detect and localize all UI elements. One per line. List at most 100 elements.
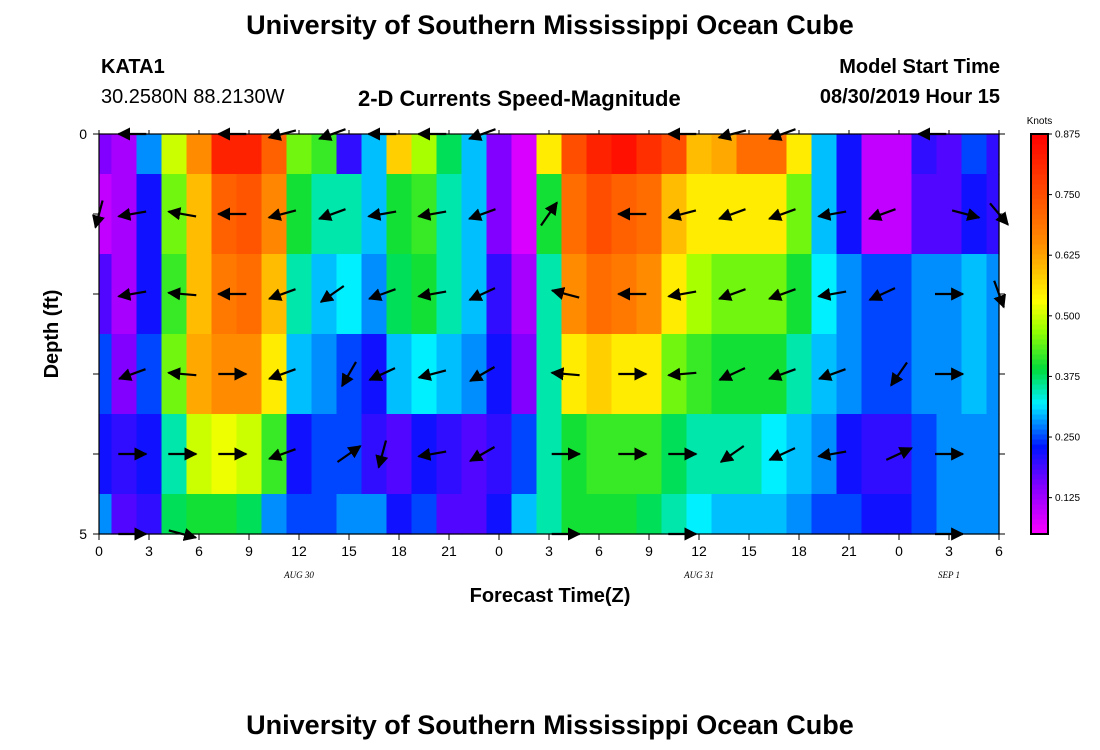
colorbar-segment [1031,484,1048,490]
page-title-top: University of Southern Mississippi Ocean… [246,10,854,40]
current-vector [667,367,697,381]
current-vector [267,208,297,221]
current-vector [667,287,697,301]
heatmap-cell [336,494,363,535]
colorbar-segment [1031,174,1048,180]
colorbar-segment [1031,369,1048,375]
colorbar-segment [1031,379,1048,385]
heatmap-cell [736,334,763,415]
heatmap-cell [511,134,538,175]
current-vector [817,207,847,221]
colorbar-segment [1031,359,1048,365]
colorbar-segment [1031,304,1048,310]
x-tick-label: 12 [691,543,707,559]
model-start-value: 08/30/2019 Hour 15 [819,86,1000,108]
heatmap-cell [436,254,463,335]
colorbar-segment [1031,284,1048,290]
heatmap-cell [286,414,313,495]
heatmap-cell [861,494,888,535]
colorbar-segment [1031,509,1048,515]
heatmap-cell [786,414,813,495]
heatmap-cell [686,494,713,535]
heatmap-cell [386,254,413,335]
colorbar-segment [1031,449,1048,455]
colorbar-segment [1031,334,1048,340]
colorbar-segment [1031,339,1048,345]
colorbar-segment [1031,469,1048,475]
heatmap-cell [336,174,363,255]
heatmap-cell [461,494,488,535]
station-location: 30.2580N 88.2130W [101,86,285,108]
current-vector [550,367,580,381]
heatmap-cell [736,494,763,535]
colorbar-tick-label: 0.500 [1055,311,1080,322]
colorbar-segment [1031,199,1048,205]
heatmap-cell [99,334,113,415]
colorbar-segment [1031,519,1048,525]
colorbar-segment [1031,504,1048,510]
heatmap-cell [511,494,538,535]
heatmap-cell [261,494,288,535]
heatmap-cell [736,414,763,495]
colorbar-segment [1031,399,1048,405]
colorbar-segment [1031,249,1048,255]
current-vector [117,207,147,221]
heatmap-cell [736,134,763,175]
colorbar-segment [1031,194,1048,200]
heatmap-cell [236,134,263,175]
x-tick-label: 0 [495,543,503,559]
current-vector [417,207,447,221]
heatmap-cell [436,494,463,535]
heatmap-cell [936,174,963,255]
heatmap-cell [986,494,1000,535]
heatmap-cell [161,494,188,535]
heatmap-cell [836,174,863,255]
colorbar-segment [1031,404,1048,410]
heatmap-cell [486,134,513,175]
heatmap-cell [611,494,638,535]
heatmap-cell [286,174,313,255]
heatmap-cell [161,134,188,175]
colorbar-tick-label: 0.625 [1055,251,1080,262]
heatmap-cell [936,134,963,175]
heatmap-cell [786,494,813,535]
heatmap-cell [811,134,838,175]
current-vector [469,366,496,382]
heatmap-cell [986,334,1000,415]
current-vector [117,287,147,301]
heatmap-cell [436,414,463,495]
heatmap-cell [286,134,313,175]
heatmap-cell [511,414,538,495]
heatmap-cell [511,334,538,415]
colorbar-segment [1031,314,1048,320]
colorbar-segment [1031,179,1048,185]
heatmap-cell [511,174,538,255]
current-vector [167,207,197,221]
heatmap-cell [686,254,713,335]
heatmap-cell [261,134,288,175]
heatmap-cell [811,494,838,535]
heatmap-cell [311,414,338,495]
heatmap-cell [911,174,938,255]
heatmap-cell [586,134,613,175]
heatmap-cell [136,494,163,535]
current-vector [417,287,447,301]
heatmap-cell [786,174,813,255]
heatmap-cell [99,174,113,255]
heatmap-cell [636,494,663,535]
heatmap-cell [736,254,763,335]
x-tick-label: 6 [595,543,603,559]
colorbar-segment [1031,254,1048,260]
y-tick-label: 5 [79,526,87,542]
x-tick-label: 15 [341,543,357,559]
heatmap-cell [586,334,613,415]
x-tick-label: 6 [995,543,1003,559]
heatmap-cell [886,254,913,335]
colorbar-segment [1031,354,1048,360]
heatmap-cell [886,134,913,175]
heatmap-cell [711,494,738,535]
colorbar-segment [1031,299,1048,305]
current-vector [417,447,447,461]
heatmap-cell [786,254,813,335]
